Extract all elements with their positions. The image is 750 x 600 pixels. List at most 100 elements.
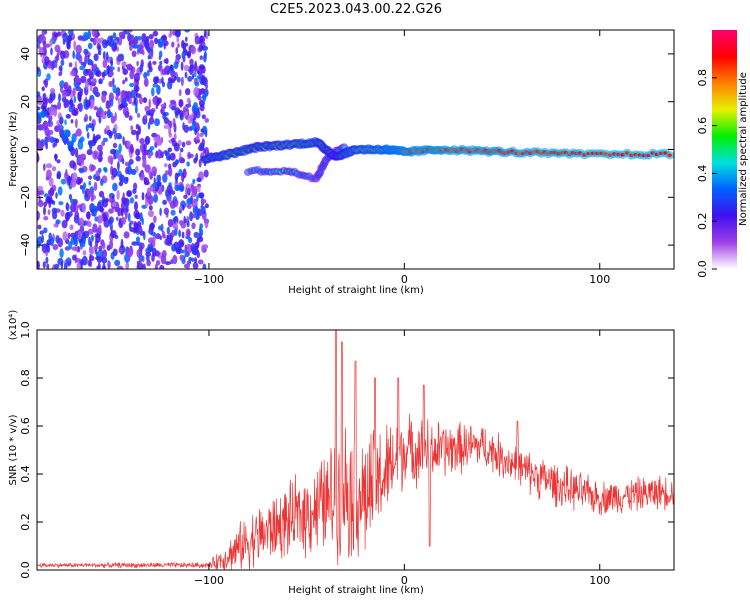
noise-blob <box>38 46 45 56</box>
noise-blob <box>37 106 41 111</box>
noise-blob <box>70 232 76 238</box>
noise-blob <box>187 237 193 244</box>
noise-blob <box>139 260 142 268</box>
noise-blob <box>88 246 95 255</box>
noise-blob <box>37 118 40 124</box>
noise-blob <box>37 66 41 72</box>
noise-blob <box>133 96 137 105</box>
noise-blob <box>193 263 199 269</box>
noise-blob <box>116 216 119 221</box>
noise-blob <box>84 80 89 90</box>
noise-blob <box>147 243 154 252</box>
noise-blob <box>148 200 152 206</box>
noise-blob <box>136 248 142 258</box>
snr-scale-label: (x10⁴) <box>8 310 19 341</box>
noise-blob <box>199 64 205 70</box>
noise-blob <box>148 205 153 211</box>
noise-blob <box>191 257 194 262</box>
noise-blob <box>89 115 92 122</box>
noise-blob <box>193 86 199 97</box>
noise-blob <box>176 36 180 43</box>
noise-blob <box>118 247 122 254</box>
noise-blob <box>176 185 180 191</box>
x-tick-label: 0 <box>401 574 408 587</box>
noise-blob <box>180 147 184 153</box>
y-tick-label: 0.0 <box>19 561 32 579</box>
noise-blob <box>87 68 92 77</box>
noise-blob <box>146 259 152 267</box>
noise-blob <box>66 137 70 145</box>
noise-blob <box>150 112 154 119</box>
noise-blob <box>151 253 155 262</box>
noise-blob <box>71 172 78 182</box>
noise-blob <box>168 132 173 138</box>
noise-blob <box>130 143 134 154</box>
noise-blob <box>132 188 137 194</box>
noise-blob <box>144 114 148 120</box>
noise-blob <box>139 44 144 55</box>
noise-blob <box>47 97 53 104</box>
noise-blob <box>184 111 188 117</box>
noise-blob <box>170 209 176 216</box>
noise-blob <box>201 244 206 253</box>
noise-blob <box>131 241 138 246</box>
noise-blob <box>43 216 49 221</box>
noise-blob <box>54 153 58 162</box>
noise-blob <box>64 119 67 126</box>
noise-blob <box>102 39 108 49</box>
y-tick-label: 0.8 <box>19 369 32 387</box>
noise-blob <box>104 111 107 115</box>
noise-blob <box>134 194 138 199</box>
noise-blob <box>122 192 125 202</box>
noise-blob <box>164 261 171 266</box>
noise-blob <box>188 257 193 262</box>
y-tick-label: 40 <box>19 47 32 61</box>
noise-blob <box>187 204 192 210</box>
noise-blob <box>37 139 42 149</box>
noise-blob <box>37 124 42 130</box>
noise-blob <box>101 71 106 78</box>
noise-blob <box>130 89 136 99</box>
noise-blob <box>193 231 200 239</box>
noise-blob <box>200 75 204 82</box>
noise-blob <box>57 101 62 110</box>
noise-blob <box>161 76 164 84</box>
noise-blob <box>57 124 61 133</box>
noise-blob <box>148 66 153 73</box>
noise-blob <box>65 114 72 119</box>
noise-blob <box>54 263 60 269</box>
noise-blob <box>194 205 199 213</box>
noise-blob <box>75 77 80 83</box>
noise-blob <box>143 77 149 87</box>
noise-blob <box>199 132 204 138</box>
noise-blob <box>109 71 114 76</box>
noise-blob <box>183 194 188 199</box>
noise-blob <box>185 88 191 96</box>
noise-blob <box>204 118 210 123</box>
noise-blob <box>68 175 71 186</box>
noise-blob <box>117 152 122 162</box>
noise-blob <box>68 62 73 68</box>
noise-blob <box>191 222 196 230</box>
noise-blob <box>178 205 183 211</box>
noise-blob <box>186 229 191 238</box>
noise-blob <box>173 61 179 69</box>
noise-blob <box>91 30 98 38</box>
noise-blob <box>53 223 59 228</box>
noise-blob <box>95 170 101 176</box>
noise-blob <box>44 56 50 65</box>
noise-blob <box>142 97 148 103</box>
x-tick-label: −100 <box>194 273 224 286</box>
noise-blob <box>145 198 149 208</box>
noise-blob <box>181 204 185 211</box>
noise-blob <box>78 168 85 174</box>
noise-blob <box>154 250 160 257</box>
noise-blob <box>131 50 137 58</box>
noise-blob <box>50 88 56 94</box>
noise-blob <box>89 84 93 92</box>
noise-blob <box>172 217 178 222</box>
noise-blob <box>142 263 146 269</box>
noise-blob <box>157 149 162 159</box>
noise-blob <box>71 109 78 116</box>
noise-blob <box>97 51 102 56</box>
